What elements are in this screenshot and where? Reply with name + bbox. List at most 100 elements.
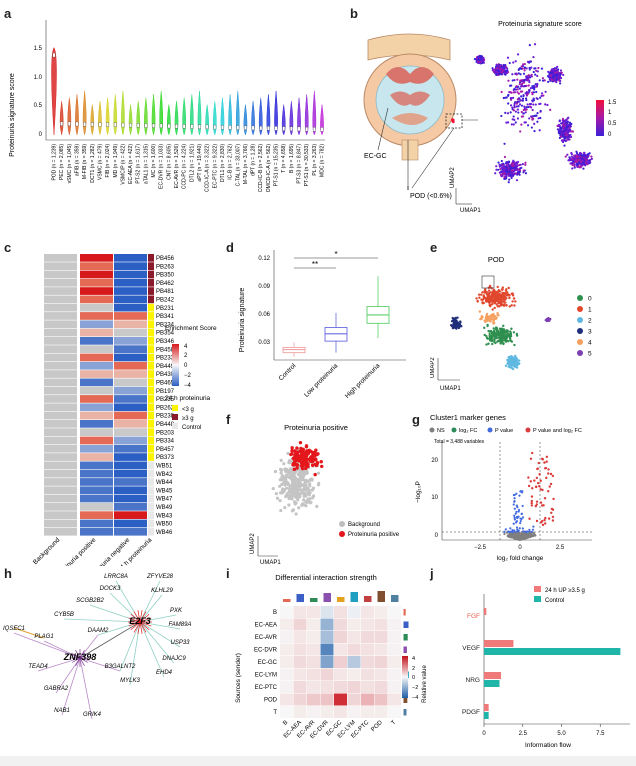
heat-cell — [114, 503, 147, 511]
umap-point — [278, 499, 282, 503]
umap-point — [547, 70, 550, 73]
umap-point — [505, 329, 508, 332]
umap-point — [498, 294, 502, 298]
sample-label: WB51 — [156, 464, 173, 470]
umap-point — [544, 103, 547, 106]
umap-point — [538, 102, 541, 106]
umap-point — [560, 132, 563, 135]
umap-point — [288, 472, 292, 476]
hub-spoke — [72, 657, 81, 663]
umap-point — [538, 79, 541, 82]
heat-cell — [114, 519, 147, 528]
network-edge — [139, 594, 163, 623]
network-edge — [43, 640, 81, 659]
panel-label-i: i — [226, 566, 230, 581]
i-cb-tick: −4 — [412, 695, 418, 701]
umap-point — [520, 67, 523, 70]
umap-point — [502, 324, 505, 328]
volcano-point — [536, 467, 539, 471]
umap-point — [523, 78, 526, 82]
umap-point — [289, 452, 293, 457]
sig-high: * — [334, 250, 337, 259]
umap-point — [512, 109, 515, 112]
heat-cell — [114, 436, 147, 445]
violin-median — [67, 121, 71, 126]
umap-point — [584, 156, 588, 159]
volcano-point — [549, 482, 553, 486]
volcano-point — [518, 494, 521, 497]
umap-point — [577, 161, 581, 164]
violin-median — [274, 126, 278, 131]
interaction-cell — [374, 656, 388, 668]
umap-point — [518, 81, 522, 84]
violin — [151, 94, 156, 136]
violin-label: CCD-IC-A (n = 3,322) — [205, 144, 211, 192]
umap-point — [529, 87, 533, 90]
umap-point — [529, 105, 532, 108]
gene-label: NAB1 — [54, 708, 70, 714]
umap-point — [524, 163, 527, 166]
umap-point — [496, 313, 499, 317]
heat-cell — [80, 527, 113, 536]
gene-label: GRIK4 — [83, 712, 102, 718]
gene-label: GABRA2 — [44, 686, 69, 692]
umap-point — [548, 72, 551, 75]
umap-point — [580, 165, 583, 168]
violin-label: M-FIB (n = 359) — [82, 144, 88, 179]
umap-point — [520, 166, 523, 169]
umap-point — [510, 176, 513, 180]
heat-cell — [80, 503, 113, 511]
umap-point — [500, 339, 503, 342]
umap-point — [516, 98, 519, 101]
umap-point — [316, 471, 321, 475]
bar — [484, 640, 514, 647]
umap-point — [524, 172, 528, 175]
umap-point — [292, 467, 297, 472]
umap-point — [496, 332, 500, 335]
umap-point — [494, 317, 498, 320]
umap-point — [547, 74, 550, 78]
umap-point — [523, 66, 526, 69]
gene-label: TEAD4 — [28, 664, 48, 670]
umap-point — [508, 61, 511, 65]
umap-point — [565, 121, 568, 124]
umap-point — [531, 108, 534, 112]
interaction-cell — [347, 643, 361, 656]
volcano-point — [544, 466, 548, 470]
umap-point — [528, 79, 531, 82]
umap-point — [477, 58, 480, 62]
panel-e-umap2: UMAP2 — [430, 357, 436, 378]
panel-a-ytick: 0.5 — [34, 103, 43, 109]
cluster-legend-dot — [577, 328, 583, 334]
umap-point — [310, 477, 314, 481]
umap-point — [283, 506, 287, 510]
umap-point — [505, 121, 508, 124]
interaction-cell — [347, 618, 361, 631]
violin-median — [90, 122, 94, 127]
volcano-point — [538, 473, 541, 476]
interaction-cell — [280, 668, 293, 681]
heat-cell — [44, 345, 77, 353]
volcano-point — [527, 484, 531, 488]
glomerulus-illustration — [363, 33, 457, 161]
heat-cell — [44, 312, 77, 320]
interaction-cell — [361, 606, 374, 618]
volcano-point — [533, 479, 536, 482]
umap-point — [487, 329, 490, 333]
umap-point — [533, 67, 536, 70]
umap-point — [518, 103, 522, 106]
umap-point — [488, 335, 491, 339]
umap-point — [475, 297, 478, 300]
umap-point — [294, 450, 299, 454]
umap-point — [548, 77, 551, 81]
heat-cell — [44, 254, 77, 262]
umap-point — [283, 483, 287, 487]
umap-point — [480, 293, 483, 296]
umap-point — [533, 84, 536, 88]
volcano-point — [525, 534, 529, 537]
umap-point — [513, 343, 516, 347]
umap-point — [295, 492, 299, 496]
umap-point — [501, 331, 504, 334]
sample-label: WB43 — [156, 513, 173, 519]
umap-point — [478, 310, 482, 313]
